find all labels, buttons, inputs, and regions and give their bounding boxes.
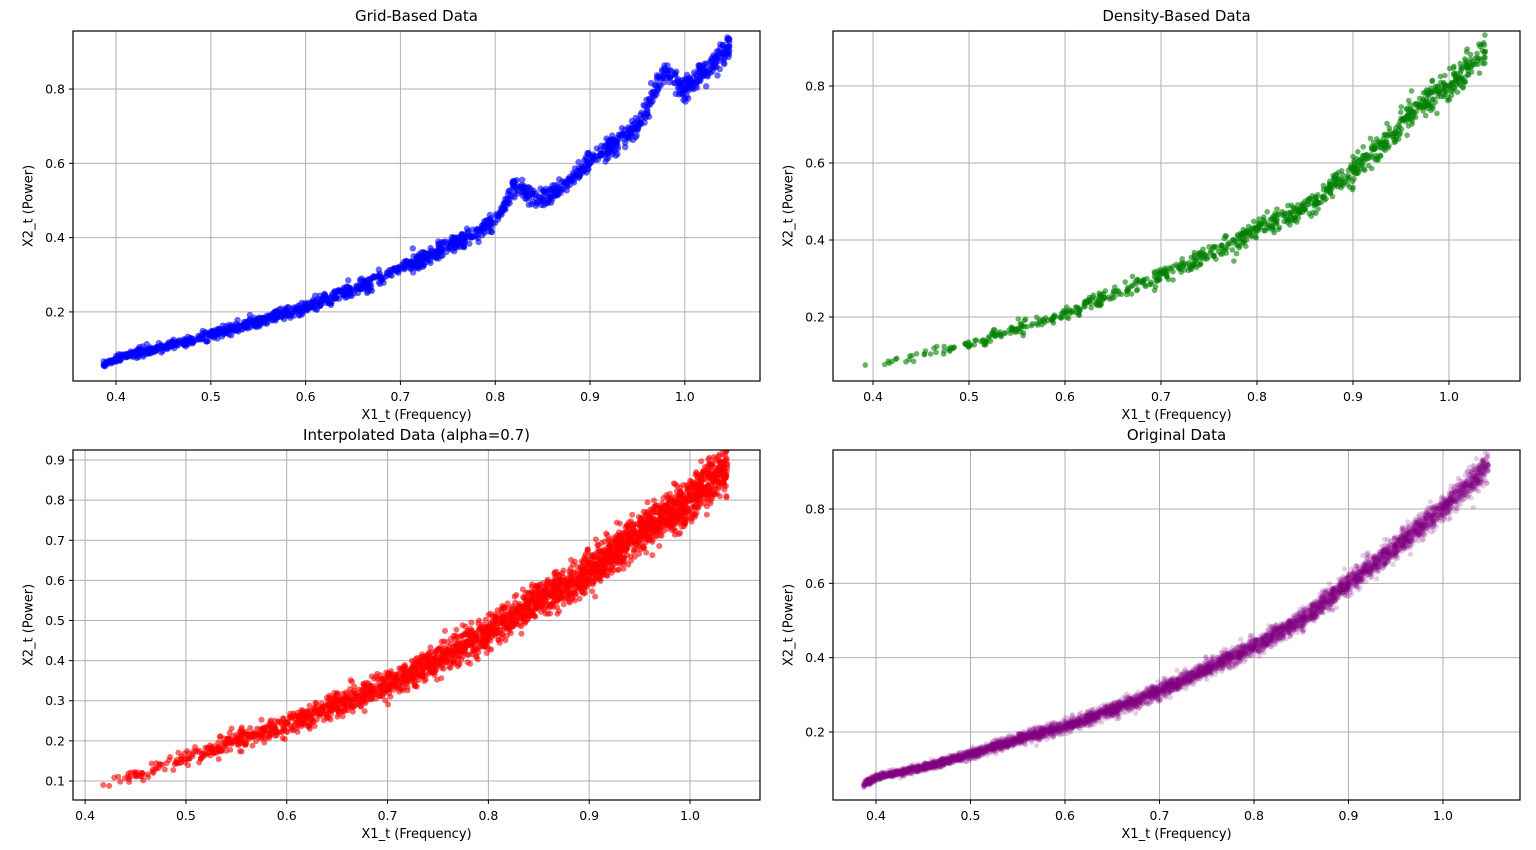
y-tick-label: 0.7 <box>45 533 65 548</box>
axes-frame <box>832 30 1521 382</box>
x-tick-label: 0.5 <box>961 808 981 823</box>
y-tick-label: 0.3 <box>45 693 65 708</box>
x-tick-label: 0.4 <box>863 389 883 404</box>
x-tick-label: 0.5 <box>176 808 196 823</box>
x-tick-label: 0.7 <box>1150 808 1170 823</box>
x-tick-label: 0.9 <box>580 389 600 404</box>
subplot-title: Original Data <box>1126 426 1227 444</box>
x-tick-label: 0.9 <box>579 808 599 823</box>
y-tick-label: 0.8 <box>805 502 825 517</box>
gridlines <box>833 450 1520 800</box>
x-tick-label: 1.0 <box>1439 389 1459 404</box>
y-tick-label: 0.6 <box>45 156 65 171</box>
y-tick-label: 0.6 <box>805 576 825 591</box>
axis-ticks: 0.4 0.5 0.6 0.7 0.8 0.9 1.0 0.2 0.4 0.6 0.8 <box>805 502 1453 823</box>
y-tick-label: 0.1 <box>45 773 65 788</box>
scatter-points <box>861 450 1491 790</box>
x-tick-label: 0.8 <box>478 808 498 823</box>
gridlines <box>73 31 760 381</box>
x-axis-label: X1_t (Frequency) <box>1121 827 1232 842</box>
y-tick-label: 0.9 <box>45 453 65 468</box>
x-tick-label: 0.5 <box>201 389 221 404</box>
y-tick-label: 0.6 <box>805 156 825 171</box>
y-tick-label: 0.4 <box>805 650 825 665</box>
x-tick-label: 0.6 <box>1055 389 1075 404</box>
y-tick-label: 0.4 <box>805 233 825 248</box>
y-tick-label: 0.2 <box>45 304 65 319</box>
y-tick-label: 0.8 <box>805 79 825 94</box>
x-tick-label: 0.9 <box>1343 389 1363 404</box>
y-axis-label: X2_t (Power) <box>781 583 797 667</box>
x-tick-label: 0.6 <box>1055 808 1075 823</box>
x-tick-label: 0.6 <box>296 389 316 404</box>
x-tick-label: 0.8 <box>1247 389 1267 404</box>
x-tick-label: 0.7 <box>1151 389 1171 404</box>
y-tick-label: 0.4 <box>45 230 65 245</box>
y-tick-label: 0.6 <box>45 573 65 588</box>
x-tick-label: 0.9 <box>1339 808 1359 823</box>
y-tick-label: 0.2 <box>805 724 825 739</box>
x-axis-label: X1_t (Frequency) <box>1121 408 1232 423</box>
axis-ticks: 0.4 0.5 0.6 0.7 0.8 0.9 1.0 0.1 0.2 0.3 0.4 0.5 0.6 0… <box>45 453 700 823</box>
axis-ticks: 0.4 0.5 0.6 0.7 0.8 0.9 1.0 0.2 0.4 0.6 0.8 <box>45 82 695 404</box>
x-tick-label: 0.7 <box>390 389 410 404</box>
subplot-title: Density-Based Data <box>1102 7 1251 25</box>
axes-frame <box>72 449 761 801</box>
y-tick-label: 0.8 <box>45 493 65 508</box>
axes-frame <box>72 30 761 382</box>
x-tick-label: 0.4 <box>75 808 95 823</box>
x-tick-label: 1.0 <box>675 389 695 404</box>
subplot-title: Grid-Based Data <box>355 7 478 25</box>
y-tick-label: 0.2 <box>805 310 825 325</box>
y-tick-label: 0.4 <box>45 653 65 668</box>
subplot-title: Interpolated Data (alpha=0.7) <box>303 426 530 444</box>
x-axis-label: X1_t (Frequency) <box>361 827 472 842</box>
y-tick-label: 0.8 <box>45 82 65 97</box>
x-tick-label: 0.7 <box>378 808 398 823</box>
x-tick-label: 0.8 <box>485 389 505 404</box>
x-tick-label: 0.6 <box>277 808 297 823</box>
x-tick-label: 0.8 <box>1244 808 1264 823</box>
x-tick-label: 1.0 <box>680 808 700 823</box>
x-tick-label: 0.5 <box>959 389 979 404</box>
scatter-points <box>862 32 1489 368</box>
x-tick-label: 0.4 <box>866 808 886 823</box>
y-tick-label: 0.5 <box>45 613 65 628</box>
scatter-points <box>100 450 731 789</box>
x-tick-label: 1.0 <box>1433 808 1453 823</box>
y-tick-label: 0.2 <box>45 733 65 748</box>
axis-ticks: 0.4 0.5 0.6 0.7 0.8 0.9 1.0 0.2 0.4 0.6 0.8 <box>805 79 1459 404</box>
x-axis-label: X1_t (Frequency) <box>361 408 472 423</box>
axes-frame <box>832 449 1521 801</box>
x-tick-label: 0.4 <box>106 389 126 404</box>
scatter-points <box>100 34 733 370</box>
